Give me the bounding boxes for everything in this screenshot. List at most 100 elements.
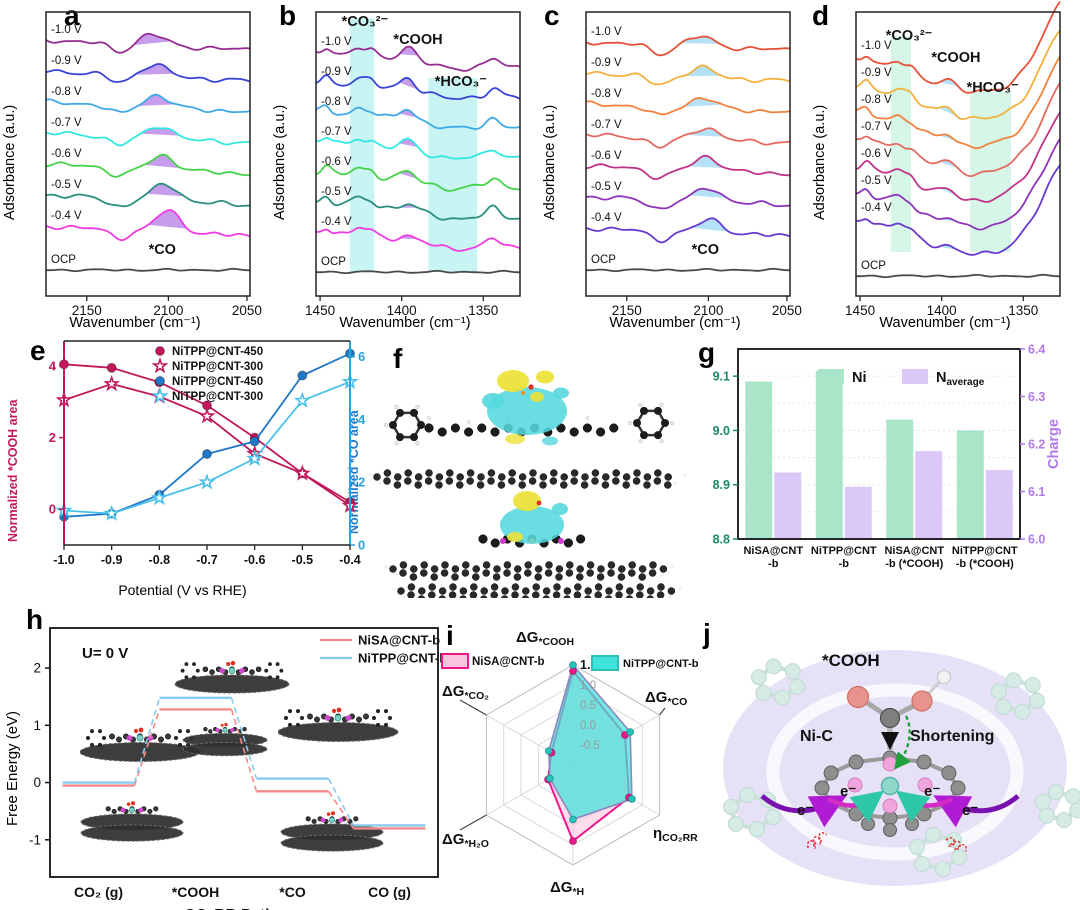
data-point-star [246,449,264,467]
graphene-atom [446,469,454,477]
o-atom [330,811,336,816]
peak-fill [143,154,182,169]
peak-annotation: *CO₃²⁻ [342,14,389,30]
curve-label: -0.6 V [321,156,352,168]
phenyl-atom [90,729,94,734]
bar-naverage [985,470,1013,539]
curve-label: -0.7 V [51,117,82,129]
data-point-star [198,473,216,490]
x-tick-label: 1350 [1008,303,1038,316]
phenyl-atom [384,722,388,727]
leader-co2 [459,699,487,716]
bg-hex-atom [1055,812,1072,829]
n-atom [345,715,352,721]
graphene-atom [500,595,509,598]
spectrum-curve [45,267,250,272]
o-atom [126,802,131,806]
y-tick-label: 1 [33,718,41,733]
panel-b-chart: -1.0 V -0.9 V -0.8 V -0.7 V -0.6 V -0.5 V -0.4… [305,11,521,316]
n-atom [215,728,220,733]
panel-h: h Free Energy (eV) -1 0 1 2 U= 0 V NiSA@CNT-b… [0,600,585,910]
radar-point-nitpp [569,661,577,669]
y-tick-right: 6.0 [1028,533,1045,547]
yellow-isosurface [497,370,529,392]
graphene-atom [451,573,459,581]
yellow-isosurface [507,532,523,542]
o-atom [133,728,139,734]
panel-e: e Normalized *COOH area Normalized *CO a… [0,335,365,600]
graphene-atom [542,587,551,595]
porphyrin-carbon [950,780,966,796]
peak-fill [682,65,722,77]
bg-hex-atom [784,663,801,680]
spectrum-curve [315,136,520,160]
graphene-atom [545,561,553,569]
phenyl-atom [300,716,304,720]
n-atom [324,715,331,721]
h-atom [638,439,643,444]
graphene-atom [490,583,499,591]
panel-e-chart: 0 2 4 0 2 4 6 -1.0 -0.9 -0.8 -0.7 -0.6 -0.5 -0.4 NiTPP… [49,340,365,567]
leader-h2o [459,814,487,831]
electron-label: e⁻ [840,783,856,800]
graphene-atom [646,587,655,595]
panel-a: a Adsorbance (a.u.) -1.0 V -0.9 V -0.8 V -0… [0,0,270,335]
x-tick-label: -1.0 [53,553,75,567]
carbon-atom [356,716,362,723]
legend-label-ni: Ni [852,370,867,386]
graphene-atom [632,477,641,485]
graphene-atom [508,469,516,477]
panel-b-letter: b [279,0,297,31]
carbon-atom [158,736,164,743]
bg-hex-atom [789,678,806,695]
spectrum-curve [855,138,1061,231]
y-tick-right: 6.3 [1028,390,1045,404]
graphene-atom [407,591,415,598]
y-tick-right: 6.4 [1028,343,1045,357]
carbon-atom [242,726,247,732]
graphene-atom [643,473,652,481]
graphene-atom [441,561,449,569]
curve-label: -0.8 V [321,96,352,108]
curve-label: -0.9 V [861,67,892,79]
cnt-sheet [80,742,200,762]
phenyl-atom [284,716,288,720]
graphene-atom [656,591,665,598]
graphene-atom [428,591,436,598]
graphene-atom [414,481,422,489]
h-atom [673,481,677,485]
y-tick-label: -1 [29,832,41,847]
graphene-atom [472,565,480,573]
bg-hex-atom [1038,807,1055,824]
phenyl-atom [661,419,669,427]
y-tick-left: 8.9 [713,478,730,492]
graphene-atom [410,565,418,573]
x-tick-label: 2100 [693,303,723,316]
curve-label: -0.7 V [861,121,892,133]
h-atom [368,473,372,477]
graphene-atom [393,481,402,489]
phenyl-atom [288,722,292,727]
graphene-atom [430,565,439,573]
cyan-isosurface [552,503,568,515]
radar-point-nitpp [626,728,634,736]
panel-d-xlabel: Wavenumber (cm⁻¹) [879,315,1011,331]
data-point-star [150,488,168,506]
carbon-atom [165,733,171,740]
ni-atom [529,538,535,544]
curve-label: -0.5 V [321,186,352,198]
spectrum-curve [855,30,1061,121]
electron-arrow-outer-right [933,794,1020,828]
bar-naverage [774,472,802,539]
phenyl-atom [396,433,404,442]
phenyl-atom [86,736,90,740]
graphene-atom [445,477,454,485]
peak-fill [137,94,178,106]
panel-f: f [365,335,690,600]
cnt-sheet-texture [182,741,268,757]
graphene-atom [653,477,662,485]
panel-a-letter: a [64,0,80,31]
spectrum-curve [585,64,791,86]
bg-hex-atom [755,684,772,701]
